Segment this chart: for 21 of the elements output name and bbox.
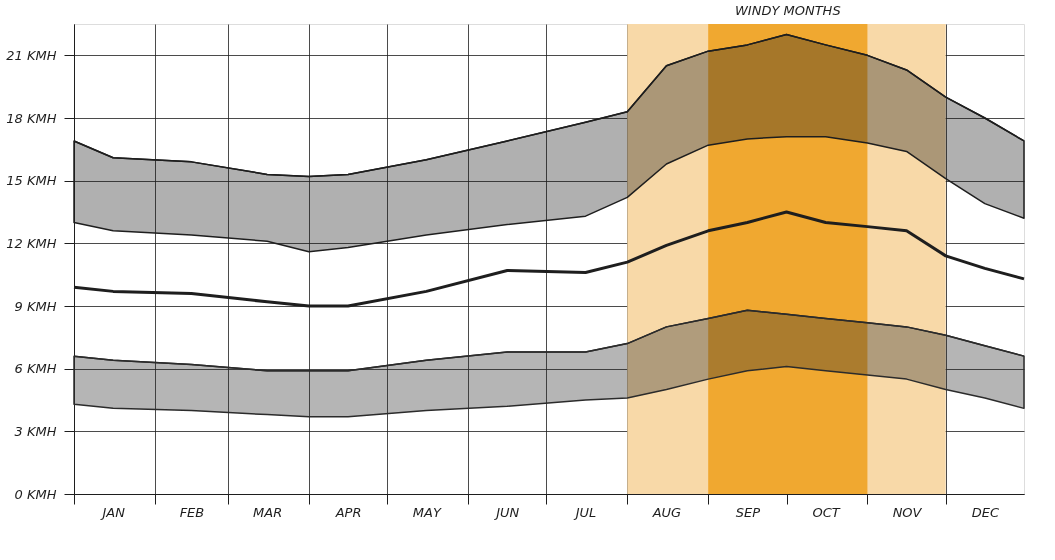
y-tick-label: 6 KMH xyxy=(14,361,57,377)
x-tick-label: SEP xyxy=(735,504,761,520)
x-tick-label: MAR xyxy=(253,504,283,520)
x-tick-label: AUG xyxy=(651,504,682,520)
y-tick-label: 18 KMH xyxy=(6,110,57,126)
x-tick-label: JUN xyxy=(493,504,520,520)
y-tick-label: 3 KMH xyxy=(14,423,57,439)
x-tick-label: APR xyxy=(334,504,362,520)
y-tick-label: 9 KMH xyxy=(14,298,57,314)
x-tick-label: JUL xyxy=(572,504,597,520)
y-tick-label: 12 KMH xyxy=(6,235,57,251)
y-tick-label: 0 KMH xyxy=(14,486,57,502)
band-label: WINDY MONTHS xyxy=(734,3,841,18)
x-tick-label: MAY xyxy=(412,504,442,520)
y-tick-label: 21 KMH xyxy=(6,47,57,63)
x-tick-label: OCT xyxy=(812,504,841,520)
x-tick-label: FEB xyxy=(179,504,205,520)
x-tick-label: JAN xyxy=(99,504,126,520)
x-tick-label: NOV xyxy=(892,504,923,520)
x-tick-label: DEC xyxy=(971,504,1000,520)
y-tick-label: 15 KMH xyxy=(6,173,57,189)
